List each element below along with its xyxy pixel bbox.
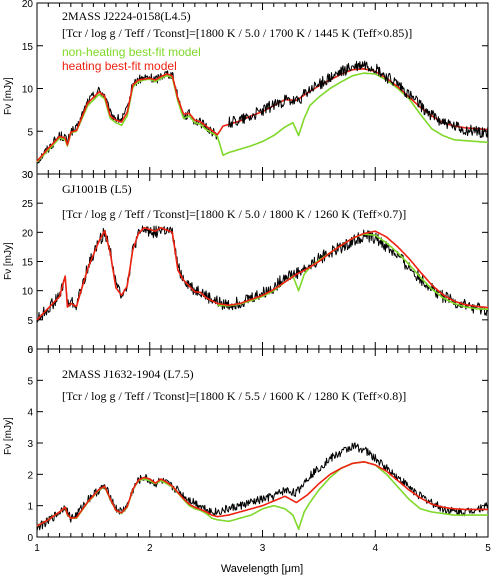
object-name: 2MASS J2224-0158(L4.5) — [62, 9, 191, 23]
x-axis-label: Wavelength [μm] — [221, 563, 303, 575]
x-tick-label: 4 — [372, 543, 378, 554]
y-axis-label: Fν [mJy] — [3, 77, 14, 115]
y-tick-label: 5 — [27, 316, 33, 327]
plot-frame — [36, 173, 489, 350]
y-tick-label: 1 — [27, 502, 33, 513]
y-tick-label: 25 — [22, 199, 34, 210]
x-tick-label: 3 — [260, 543, 266, 554]
y-axis-ticks: 0 5 10 15 20 25 30 — [22, 170, 488, 356]
x-tick-label: 2 — [147, 543, 153, 554]
x-axis-ticks — [36, 349, 489, 537]
y-tick-label: 2 — [27, 470, 33, 481]
legend-heating: heating best-fit model — [62, 59, 177, 73]
y-tick-label: 5 — [27, 376, 33, 387]
series-heating-best-fit-model — [36, 226, 489, 321]
y-tick-label: 15 — [22, 42, 34, 53]
panel-l45: 0 5 10 15 20 Fν [mJy] 2MASS J2224-0158(L4.5)… — [3, 0, 489, 181]
y-tick-label: 15 — [22, 258, 34, 269]
x-tick-label: 1 — [34, 543, 40, 554]
y-tick-label: 20 — [22, 0, 34, 10]
y-tick-label: 10 — [22, 85, 34, 96]
series-lines — [36, 225, 489, 323]
x-tick-label: 5 — [485, 543, 491, 554]
y-tick-label: 0 — [27, 170, 33, 181]
x-axis-ticks — [36, 3, 489, 174]
series-observed — [36, 225, 488, 323]
y-tick-label: 10 — [22, 287, 34, 298]
y-tick-label: 0 — [27, 533, 33, 544]
series-non-heating-best-fit-model — [36, 72, 489, 163]
y-tick-label: 6 — [27, 345, 33, 356]
object-name: 2MASS J1632-1904 (L7.5) — [62, 367, 194, 381]
series-heating-best-fit-model — [36, 460, 488, 527]
model-parameters: [Tcr / log g / Teff / Tconst]=[1800 K / … — [62, 207, 406, 221]
series-lines — [36, 60, 489, 164]
model-parameters: [Tcr / log g / Teff / Tconst]=[1800 K / … — [62, 26, 412, 40]
y-axis-label: Fν [mJy] — [3, 417, 14, 455]
series-observed-long — [228, 60, 489, 138]
x-axis-ticks — [36, 174, 489, 349]
series-non-heating-best-fit-model — [36, 460, 488, 531]
y-tick-label: 30 — [22, 170, 34, 181]
y-axis-label: Fν [mJy] — [3, 242, 14, 280]
x-tick-labels: 1 2 3 4 5 — [34, 543, 491, 554]
y-tick-label: 20 — [22, 228, 34, 239]
y-tick-label: 4 — [27, 408, 33, 419]
y-tick-label: 3 — [27, 439, 33, 450]
panel-l5: 0 5 10 15 20 25 30 Fν [mJy] GJ1001B (L5) [Tcr … — [3, 170, 489, 356]
model-parameters: [Tcr / log g / Teff / Tconst]=[1800 K / … — [62, 389, 406, 403]
series-lines — [36, 442, 488, 531]
y-tick-label: 0 — [27, 345, 33, 356]
legend-non-heating: non-heating best-fit model — [62, 45, 201, 59]
object-name: GJ1001B (L5) — [62, 182, 132, 196]
y-tick-label: 5 — [27, 127, 33, 138]
